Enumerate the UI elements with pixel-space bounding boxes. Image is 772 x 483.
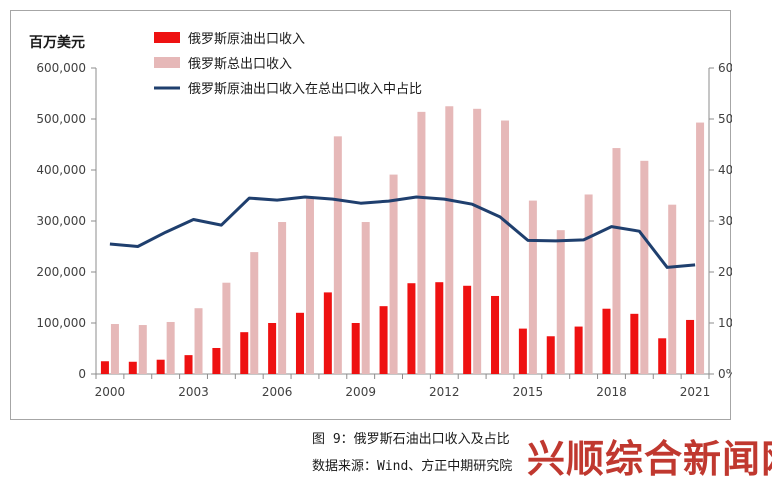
bar-crude-export	[128, 361, 137, 374]
bar-total-export	[361, 222, 370, 374]
watermark-logo: 兴顺综合新闻网	[527, 437, 772, 481]
bar-crude-export	[240, 332, 249, 374]
bar-total-export	[528, 200, 537, 374]
bar-crude-export	[268, 323, 277, 374]
bar-crude-export	[184, 355, 193, 374]
y-left-tick-label: 300,000	[36, 214, 86, 228]
bar-crude-export	[379, 306, 388, 374]
chart-svg: 0 100,000 200,000 300,000 400,000 500,000 600,…	[29, 32, 732, 399]
y-right-tick-label: 50%	[718, 112, 732, 126]
bar-total-export	[584, 194, 593, 374]
bar-total-export	[612, 148, 621, 374]
bar-crude-export	[546, 336, 555, 374]
bar-crude-export	[212, 347, 221, 374]
bar-total-export	[250, 252, 259, 374]
bar-total-export	[389, 174, 398, 374]
x-tick-label: 2006	[262, 385, 293, 399]
y-right-tick-label: 20%	[718, 265, 732, 279]
bar-total-export	[473, 108, 482, 375]
bar-crude-export	[574, 326, 583, 374]
bar-total-export	[556, 230, 565, 374]
bar-total-export	[305, 198, 314, 374]
bar-crude-export	[100, 361, 109, 374]
bar-crude-export	[686, 319, 695, 374]
bar-crude-export	[407, 283, 416, 374]
bar-crude-export	[491, 295, 500, 374]
x-tick-label: 2012	[429, 385, 460, 399]
legend-label-total: 俄罗斯总出口收入	[188, 57, 292, 72]
y-right-tick-label: 60%	[718, 61, 732, 75]
y-left-tick-label: 0	[78, 367, 86, 381]
bar-total-export	[222, 282, 231, 374]
bar-crude-export	[435, 282, 444, 374]
bar-total-export	[278, 222, 287, 374]
data-source-note: 数据来源：Wind、方正中期研究院	[312, 459, 513, 474]
chart-frame: 0 100,000 200,000 300,000 400,000 500,000 600,…	[10, 10, 732, 420]
bar-crude-export	[518, 328, 527, 374]
y-right-tick-label: 40%	[718, 163, 732, 177]
x-tick-label: 2021	[680, 385, 711, 399]
x-tick-label: 2000	[95, 385, 126, 399]
bar-crude-export	[463, 285, 472, 374]
x-tick-label: 2018	[596, 385, 627, 399]
bar-crude-export	[630, 313, 639, 374]
bar-total-export	[640, 160, 649, 374]
bar-total-export	[668, 204, 677, 374]
bar-crude-export	[351, 323, 360, 374]
bar-crude-export	[658, 338, 667, 374]
figure-caption: 图 9：俄罗斯石油出口收入及占比	[312, 432, 510, 447]
y-left-tick-label: 500,000	[36, 112, 86, 126]
y-right-tick-label: 0%	[718, 367, 732, 381]
y-left-tick-label: 400,000	[36, 163, 86, 177]
y-right-tick-label: 10%	[718, 316, 732, 330]
y-left-tick-label: 600,000	[36, 61, 86, 75]
x-tick-label: 2003	[178, 385, 209, 399]
bar-total-export	[138, 325, 147, 374]
legend-swatch-crude	[154, 32, 180, 43]
bar-crude-export	[602, 308, 611, 374]
bar-total-export	[696, 122, 705, 374]
bar-crude-export	[323, 292, 332, 374]
bar-crude-export	[295, 312, 304, 374]
y-left-tick-label: 100,000	[36, 316, 86, 330]
legend-label-share: 俄罗斯原油出口收入在总出口收入中占比	[188, 82, 422, 97]
x-tick-label: 2009	[345, 385, 376, 399]
bar-total-export	[166, 321, 175, 374]
y-right-tick-label: 30%	[718, 214, 732, 228]
legend-swatch-total	[154, 57, 180, 68]
x-tick-label: 2015	[513, 385, 544, 399]
bar-total-export	[333, 136, 342, 374]
y-left-tick-label: 200,000	[36, 265, 86, 279]
bar-total-export	[194, 308, 203, 374]
legend-label-crude: 俄罗斯原油出口收入	[188, 32, 305, 47]
y-left-unit-label: 百万美元	[29, 34, 85, 51]
bar-total-export	[445, 106, 454, 374]
bar-crude-export	[156, 359, 165, 374]
bar-total-export	[110, 324, 119, 374]
bar-total-export	[501, 120, 510, 374]
line-crude-share	[109, 195, 696, 269]
bar-total-export	[417, 111, 426, 375]
